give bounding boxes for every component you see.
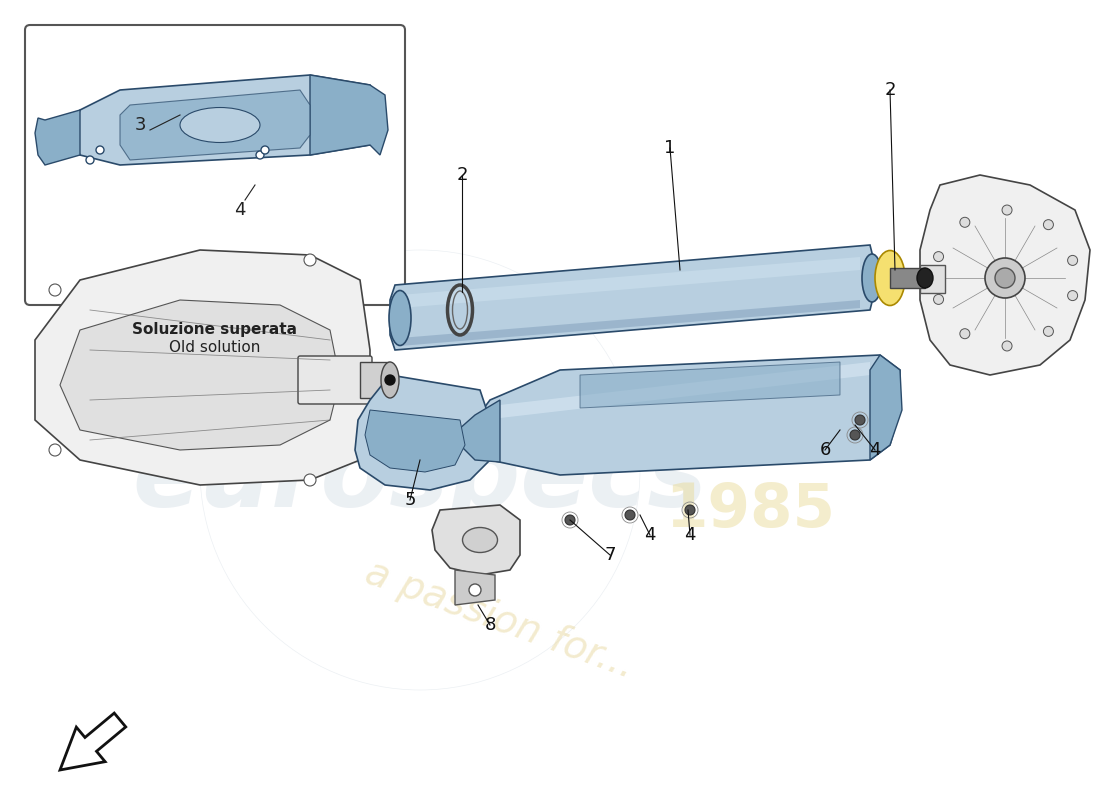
Circle shape <box>960 218 970 227</box>
Circle shape <box>469 584 481 596</box>
Circle shape <box>1002 205 1012 215</box>
Polygon shape <box>458 400 500 462</box>
Text: 4: 4 <box>869 441 881 459</box>
Circle shape <box>1044 326 1054 336</box>
Circle shape <box>256 151 264 159</box>
Polygon shape <box>920 175 1090 375</box>
Circle shape <box>984 258 1025 298</box>
Text: 2: 2 <box>884 81 895 99</box>
Circle shape <box>996 268 1015 288</box>
FancyBboxPatch shape <box>298 356 372 404</box>
Circle shape <box>565 515 575 525</box>
Text: 5: 5 <box>405 491 416 509</box>
Text: eurospecs: eurospecs <box>132 431 707 529</box>
Circle shape <box>850 430 860 440</box>
Circle shape <box>685 505 695 515</box>
Polygon shape <box>310 75 388 155</box>
Polygon shape <box>580 362 840 408</box>
Circle shape <box>855 415 865 425</box>
Text: Soluzione superata: Soluzione superata <box>132 322 297 337</box>
Ellipse shape <box>862 254 882 302</box>
Polygon shape <box>35 110 80 165</box>
Polygon shape <box>355 375 490 490</box>
Circle shape <box>385 375 395 385</box>
Circle shape <box>96 146 104 154</box>
Text: 4: 4 <box>234 201 245 219</box>
Circle shape <box>1002 341 1012 351</box>
Text: 6: 6 <box>820 441 830 459</box>
Text: 7: 7 <box>604 546 616 564</box>
Polygon shape <box>35 250 370 485</box>
Circle shape <box>625 510 635 520</box>
Circle shape <box>50 284 60 296</box>
Ellipse shape <box>874 250 905 306</box>
Polygon shape <box>432 505 520 575</box>
Text: 1985: 1985 <box>666 481 835 539</box>
Circle shape <box>934 294 944 304</box>
Polygon shape <box>400 257 860 308</box>
Text: 8: 8 <box>484 616 496 634</box>
Ellipse shape <box>389 290 411 346</box>
Text: 3: 3 <box>134 116 145 134</box>
Polygon shape <box>365 410 465 472</box>
Text: 4: 4 <box>645 526 656 544</box>
Ellipse shape <box>462 527 497 553</box>
FancyBboxPatch shape <box>25 25 405 305</box>
Circle shape <box>86 156 94 164</box>
Circle shape <box>1044 220 1054 230</box>
Circle shape <box>304 474 316 486</box>
Bar <box>360 362 390 398</box>
Ellipse shape <box>381 362 399 398</box>
Polygon shape <box>400 300 860 346</box>
Polygon shape <box>475 355 900 475</box>
Polygon shape <box>870 355 902 460</box>
Text: Old solution: Old solution <box>169 340 261 355</box>
Bar <box>920 265 945 293</box>
FancyArrow shape <box>60 713 125 770</box>
Polygon shape <box>390 245 874 350</box>
Circle shape <box>1068 255 1078 266</box>
Text: a passion for...: a passion for... <box>360 554 640 686</box>
Polygon shape <box>500 362 870 418</box>
Circle shape <box>960 329 970 338</box>
Text: 4: 4 <box>684 526 695 544</box>
Bar <box>890 268 925 288</box>
Polygon shape <box>455 570 495 605</box>
Circle shape <box>934 252 944 262</box>
Circle shape <box>1068 290 1078 301</box>
Circle shape <box>261 146 270 154</box>
Circle shape <box>304 254 316 266</box>
Text: 1: 1 <box>664 139 675 157</box>
Ellipse shape <box>180 107 260 142</box>
Polygon shape <box>120 90 310 160</box>
Ellipse shape <box>917 268 933 288</box>
Polygon shape <box>60 300 340 450</box>
Polygon shape <box>70 75 380 165</box>
Circle shape <box>50 444 60 456</box>
Text: 2: 2 <box>456 166 468 184</box>
